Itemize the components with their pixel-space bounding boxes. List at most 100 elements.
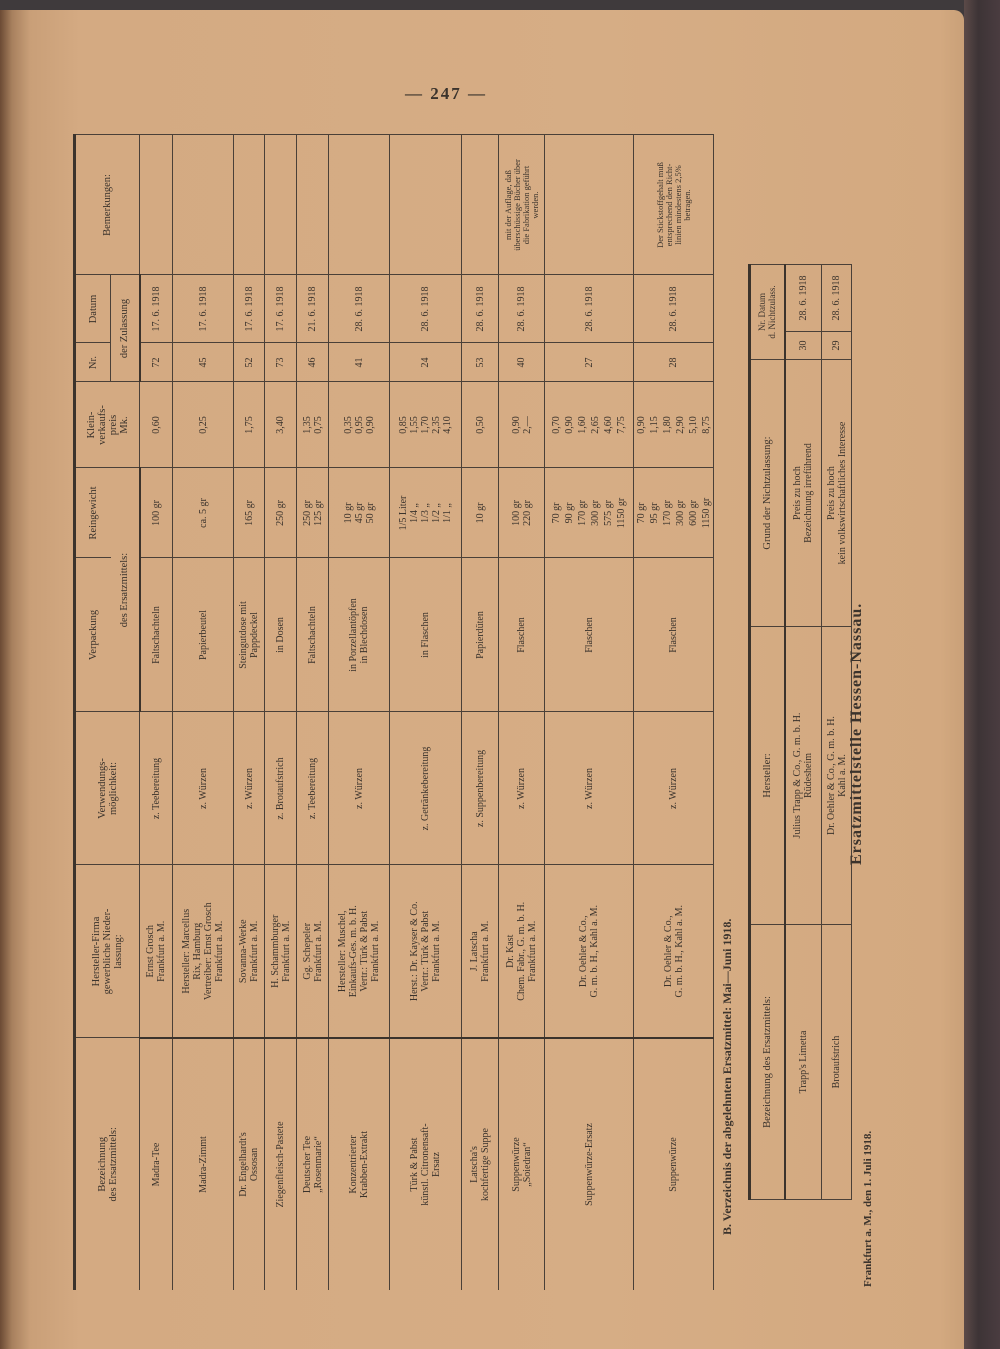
cell-packaging: Flaschen bbox=[633, 558, 714, 712]
b-cell-date: 28. 6. 1918 bbox=[821, 264, 852, 332]
rejected-substitutes-table: Bezeichnung des Ersatzmittels: Herstelle… bbox=[748, 264, 852, 1200]
page-number: — 247 — bbox=[405, 84, 487, 103]
cell-use: z. Würzen bbox=[172, 712, 234, 865]
cell-remarks bbox=[461, 135, 499, 275]
cell-date: 28. 6. 1918 bbox=[461, 275, 499, 343]
book-cover-edge bbox=[964, 0, 1000, 1349]
cell-packaging: in Flaschen bbox=[389, 558, 462, 712]
cell-weight: 100 gr bbox=[139, 468, 173, 558]
cell-remarks: mit der Auflage, daß überschüssige Büche… bbox=[498, 135, 545, 275]
cell-nr: 73 bbox=[264, 343, 297, 382]
cell-maker: Dr. Kast Chem. Fabr., G. m. b. H. Frankf… bbox=[498, 865, 545, 1038]
cell-use: z. Teebereitung bbox=[139, 712, 173, 865]
cell-nr: 53 bbox=[461, 343, 499, 382]
b-cell-name: Trapp's Limetta bbox=[784, 924, 822, 1200]
header-price: Klein- verkaufs- preis Mk. bbox=[74, 382, 140, 468]
b-cell-maker: Julius Trapp & Co., G. m. b. H. Rüdeshei… bbox=[784, 626, 822, 925]
cell-nr: 45 bbox=[172, 343, 234, 382]
b-table-row: Brotaufstrich Dr. Oehler & Co., G. m. b. … bbox=[821, 264, 852, 1200]
cell-name: Dr. Engelhardt's Ossosan bbox=[233, 1038, 265, 1290]
b-cell-nr: 29 bbox=[821, 331, 852, 360]
header-remarks: Bemerkungen: bbox=[74, 135, 140, 275]
cell-maker: Gg. Schepeler Frankfurt a. M. bbox=[296, 865, 329, 1038]
b-header-sub: d. Nichtzulass. bbox=[767, 285, 778, 339]
cell-remarks bbox=[544, 135, 634, 275]
cell-name: Madra-Tee bbox=[139, 1038, 173, 1290]
header-use: Verwendungs- möglichkeit: bbox=[74, 712, 140, 865]
cell-use: z. Würzen bbox=[328, 712, 390, 865]
table-body: Madra-Tee Ernst Grosch Frankfurt a. M. z. … bbox=[139, 135, 714, 1290]
cell-packaging: Flaschen bbox=[498, 558, 545, 712]
cell-maker: Herst.: Dr. Kayser & Co. Vertr.: Türk & … bbox=[389, 865, 462, 1038]
header-date: Datum bbox=[74, 275, 111, 343]
b-cell-nr: 30 bbox=[784, 331, 822, 360]
cell-weight: 10 gr bbox=[461, 468, 499, 558]
cell-date: 17. 6. 1918 bbox=[264, 275, 297, 343]
header-nr: Nr. bbox=[74, 343, 111, 382]
cell-maker: Dr. Oehler & Co., G. m. b. H., Kahl a. M… bbox=[633, 865, 714, 1038]
cell-remarks bbox=[264, 135, 297, 275]
footer-place-date: Frankfurt a. M., den 1. Juli 1918. bbox=[862, 1130, 874, 1287]
cell-name: Latscha's kochfertige Suppe bbox=[461, 1038, 499, 1290]
cell-remarks: Der Stickstoffgehalt muß entsprechend de… bbox=[633, 135, 714, 275]
cell-price: 3,40 bbox=[264, 382, 297, 468]
b-cell-reason: Preis zu hoch kein volkswirtschaftliches… bbox=[821, 359, 852, 627]
cell-packaging: Faltschachteln bbox=[139, 558, 173, 712]
b-cell-date: 28. 6. 1918 bbox=[784, 264, 822, 332]
cell-maker: Dr. Oehler & Co., G. m. b. H., Kahl a. M… bbox=[544, 865, 634, 1038]
table-row: Deutscher Tee „Rosenmarie“ Gg. Schepeler … bbox=[296, 135, 329, 1290]
cell-weight: 100 gr 220 gr bbox=[498, 468, 545, 558]
table-header: Bezeichnung des Ersatzmittels: Herstelle… bbox=[74, 135, 140, 1290]
cell-weight: 10 gr 45 gr 50 gr bbox=[328, 468, 390, 558]
cell-weight: 250 gr bbox=[264, 468, 297, 558]
approved-substitutes-table: Bezeichnung des Ersatzmittels: Herstelle… bbox=[73, 134, 714, 1290]
cell-maker: Ernst Grosch Frankfurt a. M. bbox=[139, 865, 173, 1038]
header-packaging: Verpackung bbox=[74, 558, 111, 712]
table-row: Dr. Engelhardt's Ossosan Sovanna-Werke Fr… bbox=[233, 135, 265, 1290]
b-header-reason: Grund der Nichtzulassung: bbox=[749, 359, 785, 627]
cell-packaging: Steingutdose mit Pappdeckel bbox=[233, 558, 265, 712]
office-signature: Ersatzmittelstelle Hessen-Nassau. bbox=[848, 602, 865, 865]
header-weight: Reingewicht bbox=[74, 468, 111, 558]
header-maker: Hersteller-Firma gewerbliche Nieder- las… bbox=[74, 865, 140, 1038]
cell-packaging: Faltschachteln bbox=[296, 558, 329, 712]
b-cell-maker: Dr. Oehler & Co., G. m. b. H. Kahl a. M. bbox=[821, 626, 852, 925]
b-header-nr-date: Nr. Datum d. Nichtzulass. bbox=[749, 264, 785, 360]
cell-weight: ca. 5 gr bbox=[172, 468, 234, 558]
table-row: Suppenwürze „Soiedran“ Dr. Kast Chem. Fab… bbox=[498, 135, 545, 1290]
header-packaging-sub: des Ersatzmittels: bbox=[110, 468, 140, 712]
cell-name: Türk & Pabst künstl. Citronensaft- Ersat… bbox=[389, 1038, 462, 1290]
cell-name: Madra-Zimmt bbox=[172, 1038, 234, 1290]
cell-name: Deutscher Tee „Rosenmarie“ bbox=[296, 1038, 329, 1290]
b-header-maker: Hersteller: bbox=[749, 626, 785, 925]
cell-remarks bbox=[172, 135, 234, 275]
cell-maker: H. Schammburger Frankfurt a. M. bbox=[264, 865, 297, 1038]
table-row: Konzentrierter Krabben-Extrakt Hersteller… bbox=[328, 135, 390, 1290]
cell-price: 0,35 0,95 0,90 bbox=[328, 382, 390, 468]
cell-packaging: in Dosen bbox=[264, 558, 297, 712]
cell-maker: Hersteller: Marcellus Rix, Hamburg Vertr… bbox=[172, 865, 234, 1038]
cell-date: 28. 6. 1918 bbox=[633, 275, 714, 343]
table-row: Madra-Tee Ernst Grosch Frankfurt a. M. z. … bbox=[139, 135, 173, 1290]
cell-price: 0,90 1,15 1,80 2,90 5,10 8,75 bbox=[633, 382, 714, 468]
cell-weight: 70 gr 95 gr 170 gr 300 gr 600 gr 1150 gr bbox=[633, 468, 714, 558]
table-row: Suppenwürze-Ersatz Dr. Oehler & Co., G. m… bbox=[544, 135, 634, 1290]
cell-price: 0,70 0,90 1,60 2,65 4,60 7,75 bbox=[544, 382, 634, 468]
cell-name: Suppenwürze bbox=[633, 1038, 714, 1290]
header-name: Bezeichnung des Ersatzmittels: bbox=[74, 1038, 140, 1290]
cell-price: 0,60 bbox=[139, 382, 173, 468]
cell-remarks bbox=[389, 135, 462, 275]
cell-nr: 46 bbox=[296, 343, 329, 382]
cell-remarks bbox=[296, 135, 329, 275]
table-row: Madra-Zimmt Hersteller: Marcellus Rix, Ha… bbox=[172, 135, 234, 1290]
rotated-content: Bezeichnung des Ersatzmittels: Herstelle… bbox=[70, 125, 970, 1295]
cell-use: z. Würzen bbox=[233, 712, 265, 865]
cell-use: z. Suppenbereitung bbox=[461, 712, 499, 865]
cell-use: z. Getränkebereitung bbox=[389, 712, 462, 865]
cell-price: 1,35 0,75 bbox=[296, 382, 329, 468]
cell-date: 28. 6. 1918 bbox=[544, 275, 634, 343]
cell-packaging: in Porzellantöpfen in Blechdosen bbox=[328, 558, 390, 712]
cell-date: 21. 6. 1918 bbox=[296, 275, 329, 343]
cell-nr: 52 bbox=[233, 343, 265, 382]
cell-use: z. Brotaufstrich bbox=[264, 712, 297, 865]
